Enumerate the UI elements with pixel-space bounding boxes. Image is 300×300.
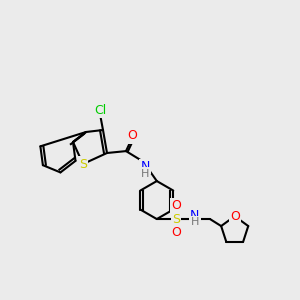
- Text: H: H: [141, 169, 149, 178]
- Text: O: O: [127, 129, 136, 142]
- Text: S: S: [79, 158, 87, 170]
- Text: H: H: [191, 217, 199, 227]
- Text: Cl: Cl: [94, 103, 106, 116]
- Text: O: O: [171, 199, 181, 212]
- Text: N: N: [190, 208, 200, 221]
- Text: N: N: [140, 160, 150, 173]
- Text: O: O: [230, 210, 240, 223]
- Text: O: O: [171, 226, 181, 239]
- Text: S: S: [172, 212, 180, 226]
